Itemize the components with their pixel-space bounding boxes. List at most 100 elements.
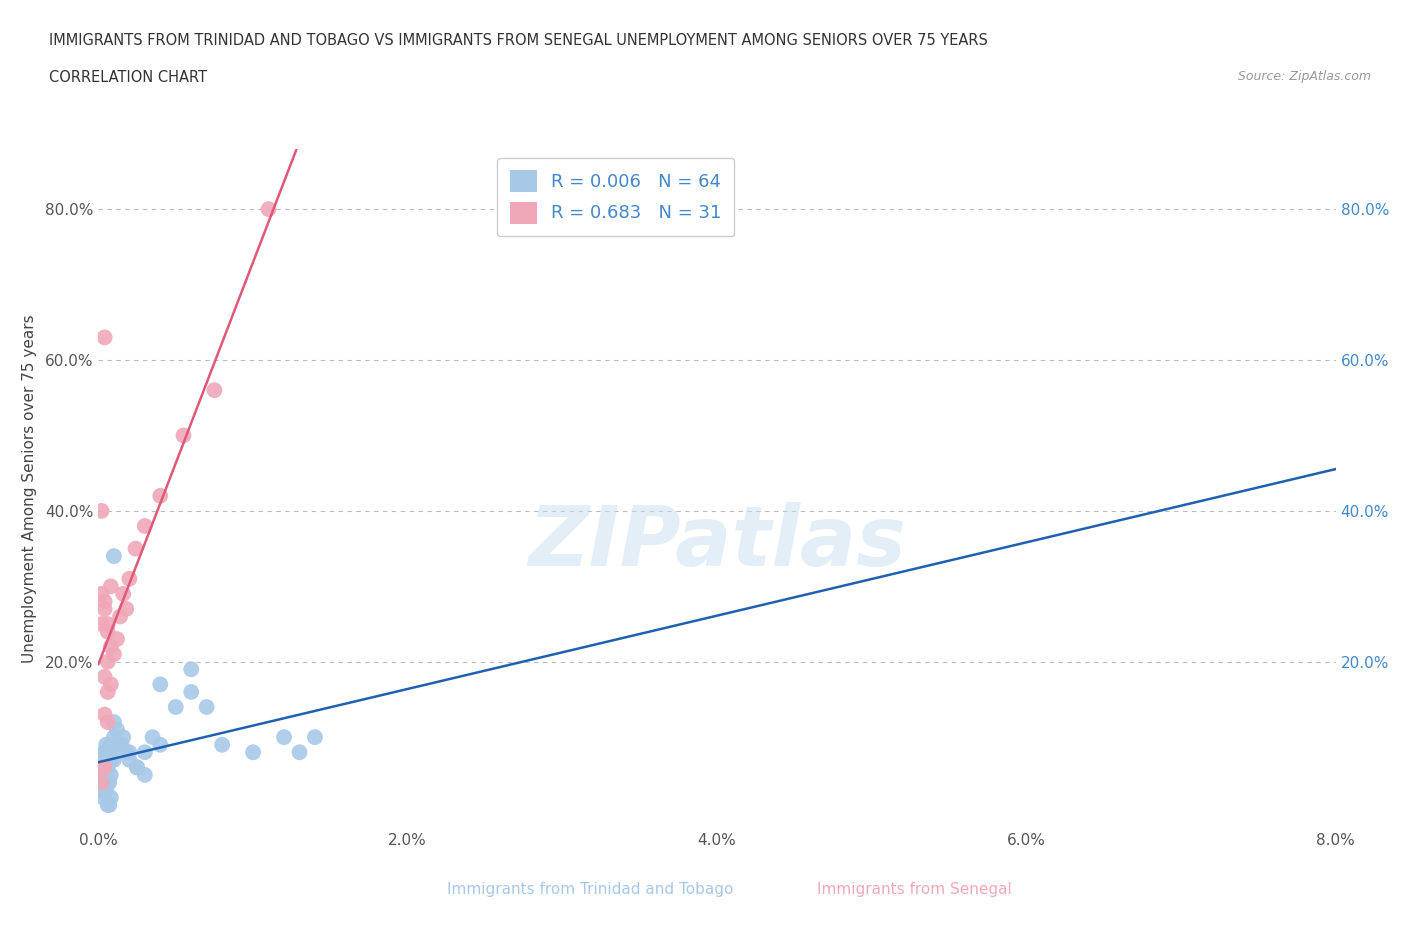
Point [96, 760, 118, 775]
Point [100, 790, 122, 805]
Point [90, 775, 112, 790]
Point [103, 714, 125, 729]
Point [90, 760, 112, 775]
Point [134, 767, 156, 782]
Point [127, 760, 149, 775]
Point [90, 775, 112, 790]
Point [97, 798, 120, 813]
Point [93, 767, 115, 782]
Point [180, 684, 202, 699]
Point [98, 775, 121, 790]
Point [97, 624, 120, 639]
Point [257, 202, 280, 217]
Point [111, 737, 134, 752]
Point [90, 767, 112, 782]
Point [112, 587, 135, 602]
Point [105, 631, 128, 646]
Point [124, 541, 146, 556]
Point [100, 752, 122, 767]
Point [93, 760, 115, 775]
Text: ZIPatlas: ZIPatlas [529, 502, 905, 583]
Point [134, 745, 156, 760]
Point [90, 782, 112, 797]
Text: Immigrants from Senegal: Immigrants from Senegal [817, 883, 1011, 897]
Point [97, 760, 120, 775]
Point [93, 602, 115, 617]
Point [103, 549, 125, 564]
Point [242, 745, 264, 760]
Point [118, 745, 141, 760]
Point [100, 639, 122, 654]
Point [98, 798, 121, 813]
Point [118, 571, 141, 586]
Point [195, 699, 218, 714]
Point [103, 752, 125, 767]
Point [149, 737, 172, 752]
Point [93, 330, 115, 345]
Point [90, 775, 112, 790]
Point [91, 775, 114, 790]
Point [149, 488, 172, 503]
Point [90, 752, 112, 767]
Point [97, 745, 120, 760]
Point [91, 782, 114, 797]
Point [97, 655, 120, 670]
Point [100, 737, 122, 752]
Text: Source: ZipAtlas.com: Source: ZipAtlas.com [1237, 70, 1371, 83]
Point [172, 428, 194, 443]
Point [112, 730, 135, 745]
Point [91, 782, 114, 797]
Point [100, 677, 122, 692]
Point [90, 587, 112, 602]
Point [142, 730, 165, 745]
Point [288, 745, 311, 760]
Point [93, 767, 115, 782]
Point [93, 760, 115, 775]
Point [93, 670, 115, 684]
Text: CORRELATION CHART: CORRELATION CHART [49, 70, 207, 85]
Point [93, 760, 115, 775]
Point [96, 745, 118, 760]
Point [115, 745, 138, 760]
Point [304, 730, 326, 745]
Point [98, 752, 121, 767]
Point [90, 767, 112, 782]
Point [100, 578, 122, 593]
Point [93, 767, 115, 782]
Point [93, 760, 115, 775]
Point [100, 745, 122, 760]
Point [97, 752, 120, 767]
Point [103, 730, 125, 745]
Point [96, 782, 118, 797]
Point [91, 790, 114, 805]
Point [100, 767, 122, 782]
Point [90, 503, 112, 518]
Text: IMMIGRANTS FROM TRINIDAD AND TOBAGO VS IMMIGRANTS FROM SENEGAL UNEMPLOYMENT AMON: IMMIGRANTS FROM TRINIDAD AND TOBAGO VS I… [49, 33, 988, 47]
Point [108, 737, 131, 752]
Point [118, 752, 141, 767]
Point [273, 730, 295, 745]
Point [127, 760, 149, 775]
Point [165, 699, 187, 714]
Point [149, 677, 172, 692]
Point [105, 723, 128, 737]
Legend: R = 0.006   N = 64, R = 0.683   N = 31: R = 0.006 N = 64, R = 0.683 N = 31 [498, 158, 734, 236]
Point [93, 594, 115, 609]
Point [97, 745, 120, 760]
Point [211, 737, 233, 752]
Point [93, 707, 115, 722]
Point [97, 617, 120, 631]
Point [97, 745, 120, 760]
Point [93, 745, 115, 760]
Point [93, 745, 115, 760]
Point [180, 662, 202, 677]
Point [97, 684, 120, 699]
Point [115, 602, 138, 617]
Point [96, 737, 118, 752]
Y-axis label: Unemployment Among Seniors over 75 years: Unemployment Among Seniors over 75 years [21, 314, 37, 662]
Point [108, 609, 131, 624]
Point [90, 617, 112, 631]
Point [103, 646, 125, 661]
Point [204, 383, 226, 398]
Point [97, 714, 120, 729]
